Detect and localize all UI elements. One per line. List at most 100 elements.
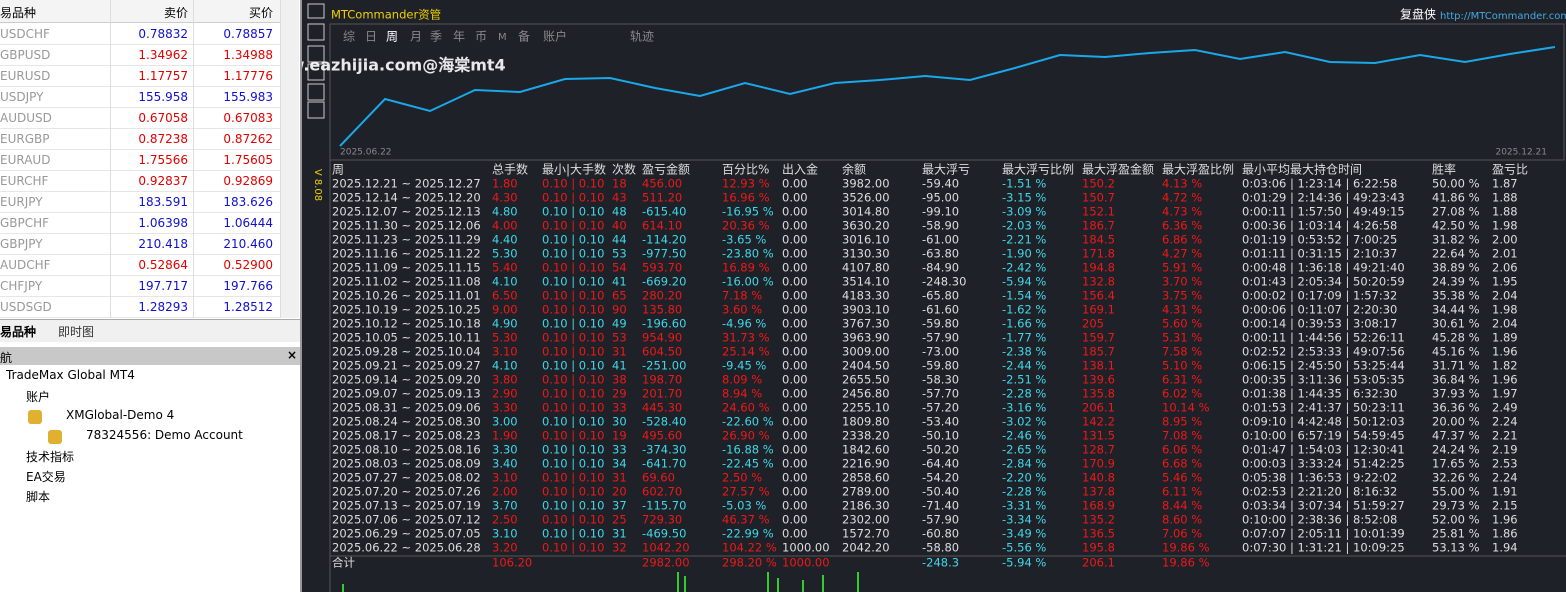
table-cell: 194.8 [1082, 261, 1115, 275]
table-cell: -248.30 [922, 275, 966, 289]
table-cell: 45.28 % [1432, 331, 1480, 345]
table-cell: -196.60 [642, 317, 686, 331]
table-cell: -2.84 % [1002, 457, 1046, 471]
table-cell: 3963.90 [842, 331, 890, 345]
bid: 1.75566 [138, 153, 188, 167]
table-cell: 0:01:47 | 1:54:03 | 12:30:41 [1242, 443, 1405, 457]
table-cell: -3.31 % [1002, 499, 1046, 513]
x-label: 2025.06.22 [340, 148, 392, 158]
table-cell: -3.65 % [722, 233, 766, 247]
table-cell: 42.50 % [1432, 219, 1480, 233]
table-cell: -5.03 % [722, 499, 766, 513]
table-cell: 0:00:36 | 1:03:14 | 4:26:58 [1242, 219, 1397, 233]
table-cell: 20.00 % [1432, 415, 1480, 429]
symbol: AUDUSD [0, 111, 52, 125]
total-cell: 206.1 [1082, 556, 1115, 570]
table-cell: 0.00 [782, 373, 808, 387]
table-cell: 47.37 % [1432, 429, 1480, 443]
table-header: 次数 [612, 162, 636, 177]
table-cell: -9.45 % [722, 359, 766, 373]
table-cell: 20 [612, 485, 627, 499]
table-cell: 0:00:02 | 0:17:09 | 1:57:32 [1242, 289, 1397, 303]
symbol: EURUSD [0, 69, 51, 83]
table-cell: 17.65 % [1432, 457, 1480, 471]
panel-bg [302, 0, 1566, 592]
table-cell: 0.10 | 0.10 [542, 429, 604, 443]
table-cell: 2456.80 [842, 387, 890, 401]
table-cell: 2025.12.14 ~ 2025.12.20 [332, 191, 481, 205]
tab: 季 [430, 30, 442, 44]
version: V 8.08 [312, 169, 323, 201]
bid: 0.87238 [138, 132, 188, 146]
table-cell: -53.40 [922, 415, 959, 429]
table-cell: 8.44 % [1162, 499, 1202, 513]
table-cell: 0.00 [782, 345, 808, 359]
table-cell: 0:05:38 | 1:36:53 | 9:22:02 [1242, 471, 1397, 485]
table-cell: 2.24 [1492, 415, 1518, 429]
table-cell: -469.50 [642, 527, 686, 541]
table-cell: 0.00 [782, 303, 808, 317]
table-cell: 19.86 % [1162, 541, 1210, 555]
tab-bar [0, 319, 300, 342]
table-cell: 3.80 [492, 373, 518, 387]
table-cell: 4.27 % [1162, 247, 1202, 261]
nav-icon [48, 430, 62, 444]
bid: 0.67058 [138, 111, 188, 125]
table-cell: 2042.20 [842, 541, 890, 555]
table-cell: 2.19 [1492, 443, 1518, 457]
table-cell: -2.42 % [1002, 261, 1046, 275]
table-cell: 593.70 [642, 261, 682, 275]
table-cell: 2025.06.29 ~ 2025.07.05 [332, 527, 481, 541]
table-cell: 7.18 % [722, 289, 762, 303]
table-cell: 3.60 % [722, 303, 762, 317]
table-cell: 31.82 % [1432, 233, 1480, 247]
tab: 日 [365, 30, 377, 44]
table-cell: 0.10 | 0.10 [542, 331, 604, 345]
table-cell: -50.10 [922, 429, 959, 443]
table-cell: 4.31 % [1162, 303, 1202, 317]
table-cell: 2.01 [1492, 247, 1518, 261]
brand: 复盘侠 [1400, 7, 1436, 22]
bid: 197.717 [138, 279, 188, 293]
table-cell: 2655.50 [842, 373, 890, 387]
table-cell: -2.38 % [1002, 345, 1046, 359]
table-cell: 36.36 % [1432, 401, 1480, 415]
table-cell: 0.10 | 0.10 [542, 527, 604, 541]
table-cell: 0.10 | 0.10 [542, 415, 604, 429]
table-cell: 0:01:19 | 0:53:52 | 7:00:25 [1242, 233, 1397, 247]
table-cell: -60.80 [922, 527, 959, 541]
table-cell: 0.00 [782, 499, 808, 513]
table-cell: 6.11 % [1162, 485, 1202, 499]
table-cell: 36.84 % [1432, 373, 1480, 387]
table-header: 胜率 [1432, 162, 1456, 177]
table-cell: 3.70 [492, 499, 518, 513]
table-cell: -1.62 % [1002, 303, 1046, 317]
table-cell: 25 [612, 513, 627, 527]
table-cell: 4107.80 [842, 261, 890, 275]
table-cell: 0.10 | 0.10 [542, 513, 604, 527]
nav-item: 技术指标 [26, 450, 75, 464]
table-cell: 37.93 % [1432, 387, 1480, 401]
table-cell: 2.04 [1492, 289, 1518, 303]
table-cell: 0:10:00 | 2:38:36 | 8:52:08 [1242, 513, 1397, 527]
table-cell: 26.90 % [722, 429, 770, 443]
table-header: 周 [332, 163, 344, 177]
table-cell: 2.21 [1492, 429, 1518, 443]
table-cell: 0:00:03 | 3:33:24 | 51:42:25 [1242, 457, 1405, 471]
table-cell: 0.00 [782, 191, 808, 205]
table-cell: -57.70 [922, 387, 959, 401]
bid: 1.06398 [138, 216, 188, 230]
table-cell: -3.09 % [1002, 205, 1046, 219]
table-header: 百分比% [722, 163, 769, 177]
table-header: 总手数 [492, 162, 528, 177]
table-cell: -16.88 % [722, 443, 774, 457]
table-cell: 65 [612, 289, 627, 303]
table-cell: 128.7 [1082, 443, 1115, 457]
table-cell: 140.8 [1082, 471, 1115, 485]
table-cell: 3767.30 [842, 317, 890, 331]
table-cell: 2025.07.13 ~ 2025.07.19 [332, 499, 481, 513]
table-cell: 3903.10 [842, 303, 890, 317]
table-cell: 16.89 % [722, 261, 770, 275]
table-cell: 0:00:48 | 1:36:18 | 49:21:40 [1242, 261, 1405, 275]
tab: 综 [343, 30, 355, 44]
